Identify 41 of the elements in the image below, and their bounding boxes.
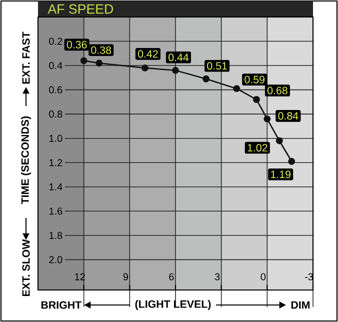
point: [172, 66, 179, 74]
text: EXT. SLOW: [22, 239, 30, 296]
data-label: 0.38: [91, 46, 112, 54]
data-label: 0.42: [138, 50, 158, 58]
y-tick-label: 2.0: [49, 256, 62, 264]
point: [202, 75, 210, 82]
point: [80, 57, 88, 64]
point: [264, 115, 271, 122]
point: [253, 96, 260, 103]
y-tick-label: 0.4: [49, 62, 62, 70]
text: EXT. FAST: [22, 32, 30, 84]
y-tick-label: 1.4: [49, 183, 62, 190]
point: [276, 137, 283, 144]
y-tick-label: 1.6: [49, 208, 62, 215]
data-label: 0.36: [66, 40, 87, 48]
text: BRIGHT: [41, 301, 82, 309]
x-axis-title: (LIGHT LEVEL): [135, 300, 211, 310]
data-label: 0.51: [207, 62, 227, 70]
point: [141, 64, 148, 72]
x-tick-label: 0: [260, 273, 266, 280]
y-tick-label: 0.2: [49, 38, 62, 45]
data-label: 0.68: [268, 86, 288, 94]
data-label: 0.84: [278, 112, 298, 120]
y-tick-label: 0.8: [49, 110, 62, 118]
x-tick-label: 3: [214, 273, 220, 280]
y-tick-label: 1.8: [49, 232, 62, 239]
data-label: 1.19: [271, 170, 290, 178]
y-tick-label: 1.0: [49, 134, 62, 142]
point: [233, 85, 240, 92]
y-tick-label: 0.6: [49, 86, 62, 94]
chart-title: AF SPEED: [48, 4, 114, 14]
x-tick-label: 6: [169, 273, 174, 280]
point: [96, 60, 103, 67]
text: DIM: [291, 301, 310, 309]
y-tick-label: 1.2: [49, 159, 62, 166]
data-label: 0.59: [244, 76, 264, 84]
data-label: 0.44: [168, 54, 189, 62]
y-axis-title: TIME (SECONDS): [21, 116, 31, 204]
x-tick-label: 9: [123, 273, 128, 280]
data-label: 1.02: [248, 144, 268, 152]
point: [288, 158, 296, 165]
